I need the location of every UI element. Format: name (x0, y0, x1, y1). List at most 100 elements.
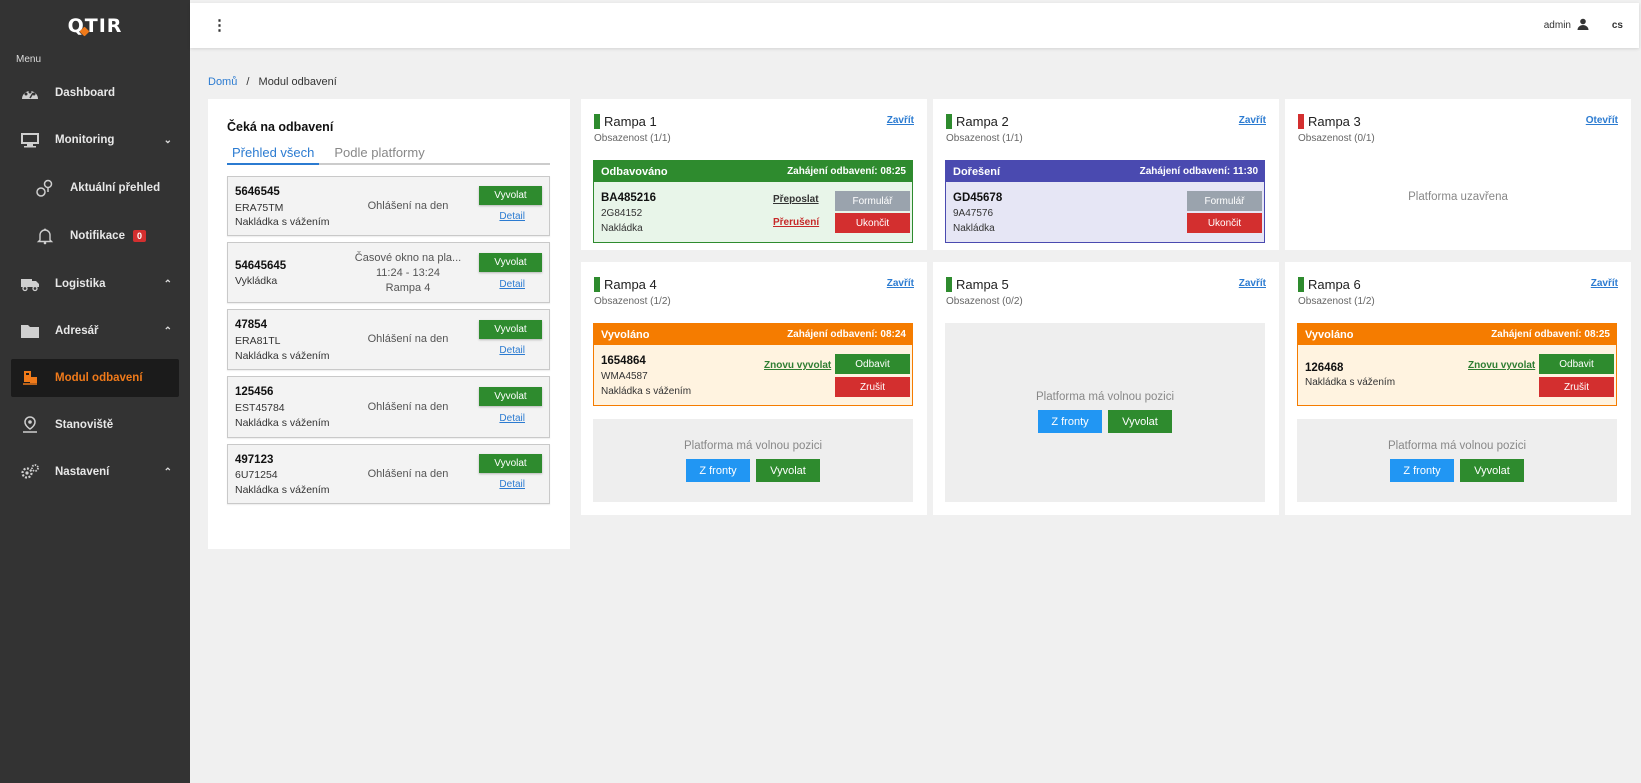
queue-item-plate: ERA75TM (235, 202, 284, 214)
open-ramp-link[interactable]: Otevřít (1585, 115, 1618, 126)
slot-state: Dořešení (953, 165, 1001, 178)
close-ramp-link[interactable]: Zavřít (886, 115, 914, 126)
detail-link[interactable]: Detail (499, 413, 525, 424)
call-button[interactable]: Vyvolat (479, 320, 542, 339)
sidebar-item-label: Stanoviště (55, 419, 114, 431)
slot-state: Odbavováno (601, 165, 668, 178)
sidebar-item-label: Adresář (55, 325, 99, 337)
close-ramp-link[interactable]: Zavřít (1238, 278, 1266, 289)
call-button[interactable]: Vyvolat (1108, 410, 1172, 433)
sidebar-item-logistika[interactable]: Logistika ⌃ (0, 264, 190, 304)
waiting-queue-panel: Čeká na odbavení Přehled všech Podle pla… (208, 99, 570, 549)
close-ramp-link[interactable]: Zavřít (1238, 115, 1266, 126)
sidebar-item-nastaveni[interactable]: Nastavení ⌃ (0, 452, 190, 492)
sidebar-item-label: Dashboard (55, 87, 116, 99)
slot-header: Dořešení Zahájení odbavení: 11:30 (946, 161, 1264, 182)
cancel-button[interactable]: Zrušit (835, 377, 910, 397)
ramp-occupancy: Obsazenost (1/1) (946, 133, 1023, 144)
dispatch-button[interactable]: Odbavit (1539, 354, 1614, 374)
ramp-name: Rampa 1 (604, 114, 657, 129)
sidebar-item-label: Aktuální přehled (70, 182, 161, 194)
slot-type: Nakládka s vážením (601, 386, 692, 397)
from-queue-button[interactable]: Z fronty (1038, 410, 1102, 433)
language-switch[interactable]: cs (1611, 20, 1623, 31)
queue-item-type: Nakládka s vážením (235, 350, 330, 362)
queue-item-type: Nakládka s vážením (235, 417, 330, 429)
call-button[interactable]: Vyvolat (1460, 459, 1524, 482)
detail-link[interactable]: Detail (499, 345, 525, 356)
call-button[interactable]: Vyvolat (479, 454, 542, 473)
slot-start-time: Zahájení odbavení: 11:30 (1139, 166, 1258, 177)
slot-state: Vyvoláno (1305, 328, 1354, 341)
queue-item-status: Ohlášení na den (367, 401, 449, 413)
sidebar-item-stanoviste[interactable]: Stanoviště (0, 405, 190, 445)
detail-link[interactable]: Detail (499, 279, 525, 290)
interrupt-link[interactable]: Přerušení (773, 217, 820, 228)
chevron-up-icon: ⌃ (163, 466, 172, 478)
slot-type: Nakládka (601, 223, 643, 234)
ramp-occupancy: Obsazenost (0/1) (1298, 133, 1375, 144)
sidebar-item-dashboard[interactable]: Dashboard (0, 73, 190, 113)
username: admin (1543, 20, 1571, 31)
monitor-icon (19, 131, 41, 149)
user-menu[interactable]: admin (1544, 18, 1589, 33)
sidebar-item-label: Modul odbavení (55, 372, 143, 384)
queue-item-id: 5646545 (235, 186, 280, 198)
call-button[interactable]: Vyvolat (479, 387, 542, 406)
sidebar-item-adresar[interactable]: Adresář ⌃ (0, 311, 190, 351)
ramp-card: Rampa 4 Obsazenost (1/2) Zavřít Vyvoláno… (581, 262, 927, 515)
queue-item: 125456 EST45784 Nakládka s vážením Ohláš… (227, 376, 550, 438)
call-button[interactable]: Vyvolat (756, 459, 820, 482)
app-logo[interactable]: Q TIR (67, 15, 123, 37)
slot-header: Vyvoláno Zahájení odbavení: 08:24 (594, 324, 912, 345)
sidebar-item-monitoring[interactable]: Monitoring ⌄ (0, 120, 190, 160)
recall-link[interactable]: Znovu vyvolat (1468, 360, 1536, 371)
sidebar-item-label: Monitoring (55, 134, 115, 146)
ramp-card: Rampa 5 Obsazenost (0/2) Zavřít Platform… (933, 262, 1279, 515)
free-position-slot: Platforma má volnou pozici Z fronty Vyvo… (593, 419, 913, 502)
slot-state: Vyvoláno (601, 328, 650, 341)
queue-item-plate: 6U71254 (235, 469, 278, 481)
sidebar-item-modul-odbaveni[interactable]: Modul odbavení (11, 359, 179, 397)
notification-count-badge: 0 (132, 230, 146, 242)
dispatch-button[interactable]: Odbavit (835, 354, 910, 374)
queue-item-status: Ohlášení na den (367, 200, 449, 212)
free-position-actions: Z fronty Vyvolat (1297, 459, 1617, 482)
ramp-occupancy: Obsazenost (0/2) (946, 296, 1023, 307)
queue-item: 497123 6U71254 Nakládka s vážením Ohláše… (227, 444, 550, 504)
breadcrumb-current: Modul odbavení (258, 76, 337, 88)
from-queue-button[interactable]: Z fronty (686, 459, 750, 482)
ramp-card: Rampa 3 Obsazenost (0/1) Otevřít Platfor… (1285, 99, 1631, 250)
location-pin-icon (19, 416, 41, 434)
platform-closed-message: Platforma uzavřena (1408, 191, 1508, 203)
call-button[interactable]: Vyvolat (479, 186, 542, 205)
finish-button[interactable]: Ukončit (1187, 213, 1262, 233)
cancel-button[interactable]: Zrušit (1539, 377, 1614, 397)
finish-button[interactable]: Ukončit (835, 213, 910, 233)
chevron-up-icon: ⌃ (163, 278, 172, 290)
close-ramp-link[interactable]: Zavřít (886, 278, 914, 289)
form-button[interactable]: Formulář (1187, 191, 1262, 211)
breadcrumb-home-link[interactable]: Domů (208, 76, 238, 88)
more-vertical-icon[interactable]: ⋮ (212, 17, 227, 34)
queue-item-type: Nakládka s vážením (235, 484, 330, 496)
ramp-status-bar (946, 114, 952, 129)
free-position-message: Platforma má volnou pozici (683, 440, 823, 452)
queue-item: 54645645 Vykládka Časové okno na pla... … (227, 242, 550, 303)
call-button[interactable]: Vyvolat (479, 253, 542, 272)
ramp-name: Rampa 3 (1308, 114, 1361, 129)
free-position-slot: Platforma má volnou pozici Z fronty Vyvo… (1297, 419, 1617, 502)
detail-link[interactable]: Detail (499, 479, 525, 490)
detail-link[interactable]: Detail (499, 211, 525, 222)
tab-podle-platformy[interactable]: Podle platformy (334, 145, 425, 160)
form-button[interactable]: Formulář (835, 191, 910, 211)
from-queue-button[interactable]: Z fronty (1390, 459, 1454, 482)
forward-link[interactable]: Přeposlat (773, 194, 819, 205)
tab-prehled-vsech[interactable]: Přehled všech (227, 145, 320, 165)
ramp-card: Rampa 6 Obsazenost (1/2) Zavřít Vyvoláno… (1285, 262, 1631, 515)
close-ramp-link[interactable]: Zavřít (1590, 278, 1618, 289)
sidebar-item-notifikace[interactable]: Notifikace 0 (0, 216, 190, 256)
ramp-name: Rampa 2 (956, 114, 1009, 129)
recall-link[interactable]: Znovu vyvolat (764, 360, 832, 371)
sidebar-item-aktualni-prehled[interactable]: Aktuální přehled (0, 168, 190, 208)
